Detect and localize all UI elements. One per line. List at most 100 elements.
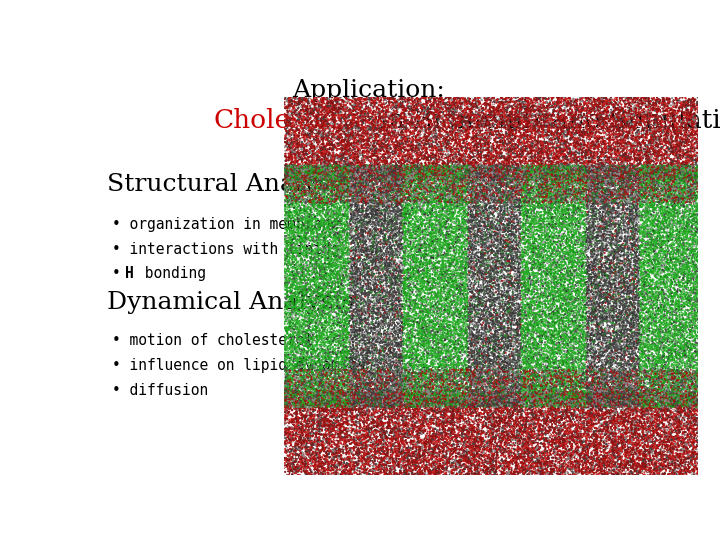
- Point: [361, 265, 373, 273]
- Point: [372, 126, 383, 134]
- Point: [373, 326, 384, 334]
- Point: [647, 253, 658, 261]
- Point: [354, 450, 365, 458]
- Point: [386, 414, 397, 423]
- Point: [284, 375, 296, 383]
- Point: [312, 105, 324, 113]
- Point: [615, 122, 626, 130]
- Point: [281, 373, 292, 382]
- Point: [514, 256, 526, 265]
- Point: [408, 199, 419, 208]
- Point: [285, 200, 297, 208]
- Point: [501, 427, 513, 436]
- Point: [343, 370, 354, 379]
- Point: [491, 458, 503, 467]
- Point: [485, 379, 497, 388]
- Point: [354, 172, 366, 181]
- Point: [410, 164, 422, 172]
- Point: [413, 164, 425, 172]
- Point: [466, 294, 477, 303]
- Point: [526, 171, 537, 180]
- Point: [473, 425, 485, 434]
- Point: [366, 368, 377, 377]
- Point: [633, 396, 644, 405]
- Point: [534, 455, 546, 463]
- Point: [539, 229, 551, 238]
- Point: [662, 116, 673, 125]
- Point: [404, 285, 415, 293]
- Point: [312, 256, 324, 265]
- Point: [282, 442, 294, 450]
- Point: [590, 265, 602, 274]
- Point: [642, 181, 654, 190]
- Point: [384, 349, 395, 357]
- Point: [362, 469, 374, 477]
- Point: [622, 330, 634, 339]
- Point: [434, 339, 446, 348]
- Point: [536, 426, 547, 434]
- Point: [676, 323, 688, 332]
- Point: [596, 388, 608, 397]
- Point: [364, 152, 376, 161]
- Point: [636, 395, 648, 404]
- Point: [624, 405, 636, 414]
- Point: [436, 145, 448, 154]
- Point: [461, 392, 472, 401]
- Point: [602, 256, 613, 265]
- Point: [328, 435, 339, 444]
- Point: [546, 442, 557, 450]
- Point: [328, 177, 339, 185]
- Point: [652, 341, 664, 349]
- Point: [549, 341, 560, 350]
- Point: [474, 236, 486, 245]
- Point: [600, 368, 612, 377]
- Point: [405, 286, 416, 294]
- Point: [441, 267, 453, 276]
- Point: [535, 207, 546, 216]
- Point: [454, 355, 466, 364]
- Point: [595, 419, 606, 428]
- Point: [629, 266, 640, 274]
- Point: [390, 196, 401, 205]
- Point: [296, 302, 307, 311]
- Point: [688, 274, 699, 282]
- Point: [562, 269, 574, 278]
- Point: [498, 373, 509, 382]
- Point: [614, 333, 626, 342]
- Point: [305, 228, 317, 237]
- Point: [572, 400, 584, 409]
- Point: [684, 153, 696, 161]
- Point: [600, 388, 611, 396]
- Point: [556, 277, 567, 286]
- Point: [380, 107, 392, 116]
- Point: [387, 434, 398, 443]
- Point: [475, 137, 487, 146]
- Point: [327, 395, 338, 403]
- Point: [482, 325, 493, 333]
- Point: [554, 389, 566, 397]
- Point: [477, 293, 488, 301]
- Point: [634, 312, 645, 320]
- Point: [320, 233, 331, 242]
- Point: [521, 366, 533, 374]
- Point: [576, 275, 588, 284]
- Point: [661, 144, 672, 153]
- Point: [495, 131, 506, 139]
- Point: [436, 206, 448, 215]
- Point: [661, 181, 672, 190]
- Point: [502, 433, 513, 442]
- Point: [374, 124, 385, 132]
- Point: [375, 204, 387, 213]
- Point: [507, 435, 518, 444]
- Point: [364, 304, 375, 313]
- Point: [533, 355, 544, 363]
- Point: [692, 113, 703, 122]
- Point: [292, 246, 304, 255]
- Point: [461, 368, 472, 377]
- Point: [375, 393, 387, 401]
- Point: [446, 205, 457, 214]
- Point: [471, 431, 482, 440]
- Point: [512, 380, 523, 388]
- Point: [662, 198, 673, 206]
- Point: [315, 147, 326, 156]
